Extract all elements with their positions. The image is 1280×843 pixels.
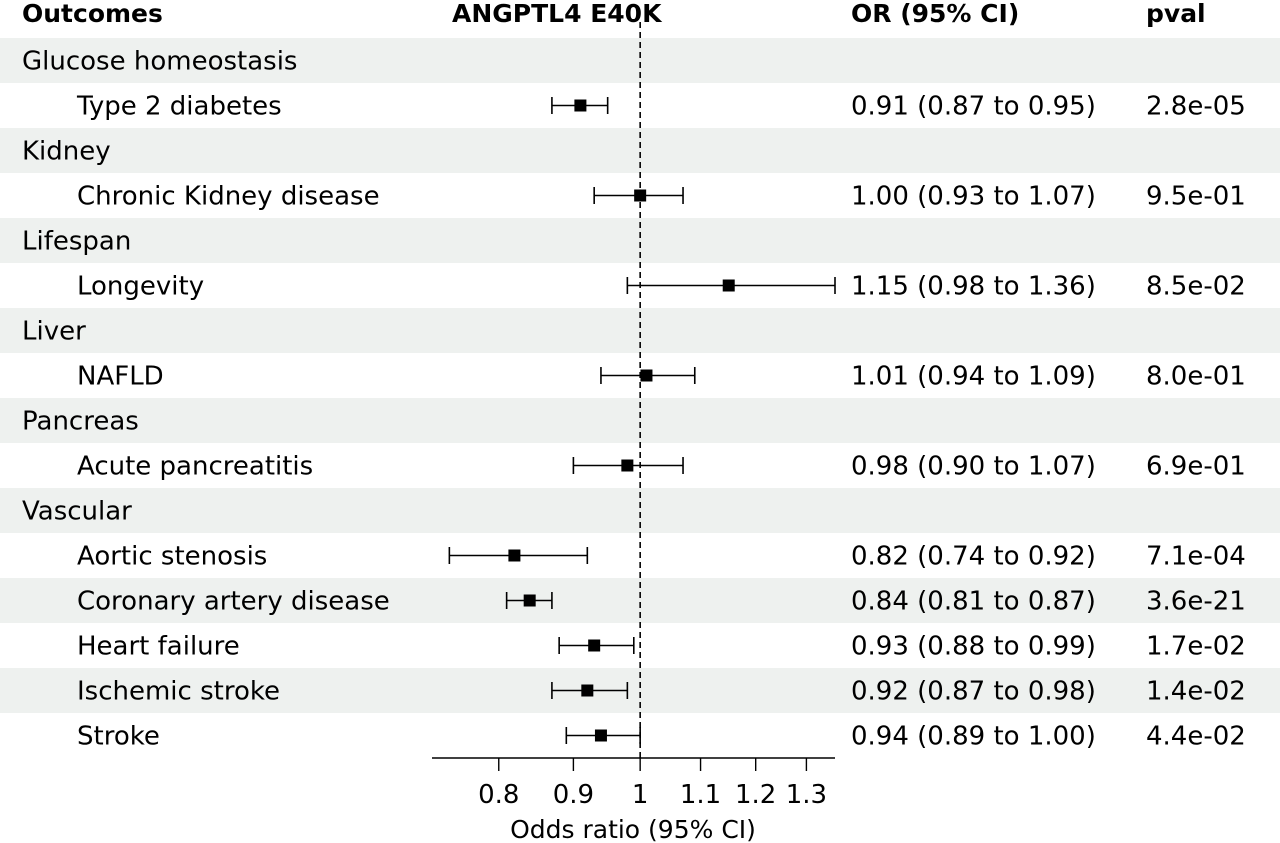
point-estimate bbox=[581, 684, 594, 697]
pval-value: 8.5e-02 bbox=[1146, 272, 1246, 302]
outcome-label: Aortic stenosis bbox=[77, 542, 267, 572]
or-ci-value: 0.82 (0.74 to 0.92) bbox=[851, 542, 1096, 572]
group-label: Liver bbox=[22, 317, 86, 347]
point-estimate bbox=[588, 639, 601, 652]
pval-value: 6.9e-01 bbox=[1146, 452, 1246, 482]
outcome-label: Coronary artery disease bbox=[77, 587, 390, 617]
point-estimate bbox=[594, 729, 607, 742]
or-ci-value: 1.00 (0.93 to 1.07) bbox=[851, 182, 1096, 212]
outcome-label: Acute pancreatitis bbox=[77, 452, 313, 482]
point-estimate bbox=[508, 549, 521, 562]
outcome-label: Heart failure bbox=[77, 632, 240, 662]
point-estimate bbox=[634, 189, 647, 202]
header-outcomes: Outcomes bbox=[22, 0, 163, 28]
outcome-label: Type 2 diabetes bbox=[76, 92, 282, 122]
x-axis-label: Odds ratio (95% CI) bbox=[510, 815, 756, 843]
x-tick-label: 1.3 bbox=[786, 780, 827, 810]
x-axis: 0.8 0.9 1 1.1 1.2 1.3 bbox=[432, 757, 835, 810]
pval-value: 8.0e-01 bbox=[1146, 362, 1246, 392]
point-estimate bbox=[621, 459, 634, 472]
pval-value: 4.4e-02 bbox=[1146, 722, 1246, 752]
pval-value: 1.7e-02 bbox=[1146, 632, 1246, 662]
or-ci-value: 0.84 (0.81 to 0.87) bbox=[851, 587, 1096, 617]
rows: Glucose homeostasis Type 2 diabetes 0.91 (… bbox=[22, 47, 1246, 752]
group-label: Lifespan bbox=[22, 227, 131, 257]
or-ci-value: 0.94 (0.89 to 1.00) bbox=[851, 722, 1096, 752]
x-tick-label: 0.9 bbox=[553, 780, 594, 810]
pval-value: 2.8e-05 bbox=[1146, 92, 1246, 122]
x-tick-label: 1 bbox=[632, 780, 649, 810]
pval-value: 1.4e-02 bbox=[1146, 677, 1246, 707]
estimates bbox=[448, 97, 836, 744]
pval-value: 3.6e-21 bbox=[1146, 587, 1246, 617]
outcome-label: Longevity bbox=[77, 272, 204, 302]
point-estimate bbox=[523, 594, 536, 607]
outcome-label: Ischemic stroke bbox=[77, 677, 280, 707]
header-or-ci: OR (95% CI) bbox=[851, 0, 1019, 28]
outcome-label: Chronic Kidney disease bbox=[77, 182, 380, 212]
group-label: Pancreas bbox=[22, 407, 139, 437]
point-estimate bbox=[722, 279, 735, 292]
point-estimate bbox=[574, 99, 587, 112]
outcome-label: Stroke bbox=[77, 722, 160, 752]
header-exposure: ANGPTL4 E40K bbox=[452, 0, 663, 28]
x-tick-label: 1.2 bbox=[735, 780, 776, 810]
or-ci-value: 0.91 (0.87 to 0.95) bbox=[851, 92, 1096, 122]
group-label: Kidney bbox=[22, 137, 111, 167]
group-label: Vascular bbox=[22, 497, 132, 527]
header-pval: pval bbox=[1146, 0, 1206, 28]
or-ci-value: 0.92 (0.87 to 0.98) bbox=[851, 677, 1096, 707]
or-ci-value: 1.15 (0.98 to 1.36) bbox=[851, 272, 1096, 302]
outcome-label: NAFLD bbox=[77, 362, 164, 392]
x-tick-label: 0.8 bbox=[478, 780, 519, 810]
pval-value: 7.1e-04 bbox=[1146, 542, 1246, 572]
or-ci-value: 1.01 (0.94 to 1.09) bbox=[851, 362, 1096, 392]
point-estimate bbox=[640, 369, 653, 382]
or-ci-value: 0.98 (0.90 to 1.07) bbox=[851, 452, 1096, 482]
pval-value: 9.5e-01 bbox=[1146, 182, 1246, 212]
x-tick-label: 1.1 bbox=[680, 780, 721, 810]
group-label: Glucose homeostasis bbox=[22, 47, 297, 77]
or-ci-value: 0.93 (0.88 to 0.99) bbox=[851, 632, 1096, 662]
